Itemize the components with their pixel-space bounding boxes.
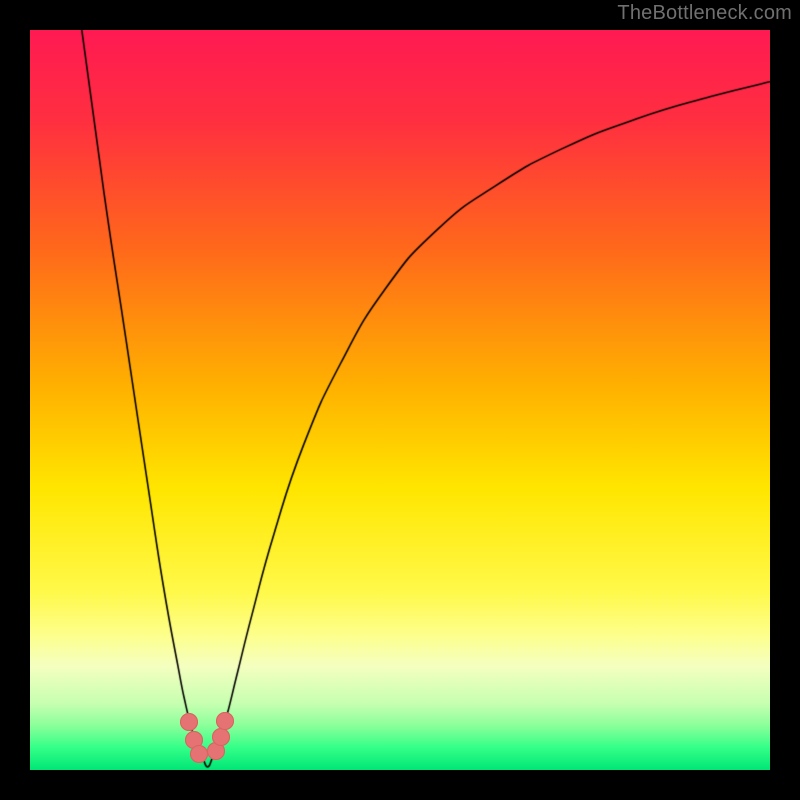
bottleneck-marker — [180, 713, 198, 731]
bottleneck-marker — [190, 745, 208, 763]
bottleneck-marker — [216, 712, 234, 730]
bottleneck-marker — [212, 728, 230, 746]
chart-canvas — [0, 0, 800, 800]
